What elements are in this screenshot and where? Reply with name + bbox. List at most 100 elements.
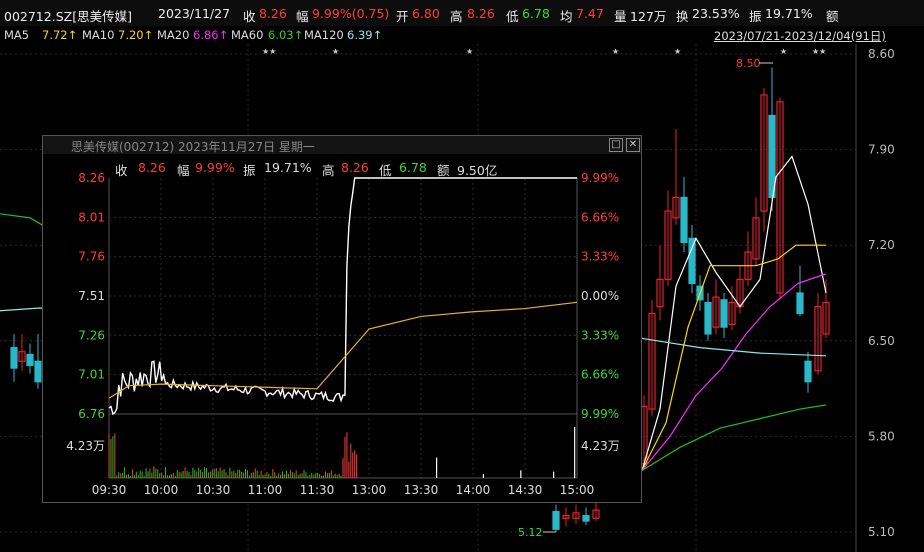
ma5-label: MA5 bbox=[4, 28, 30, 42]
intraday-price-tick: 7.26 bbox=[78, 328, 105, 342]
popup-close-button[interactable]: ✕ bbox=[626, 138, 640, 152]
kline-candle bbox=[672, 196, 680, 219]
event-star[interactable]: ★ bbox=[612, 47, 619, 56]
sum-amt-value: 9.50亿 bbox=[457, 163, 498, 178]
intraday-time-tick: 11:00 bbox=[248, 483, 283, 497]
kline-candle bbox=[822, 301, 830, 335]
sum-close-value: 8.26 bbox=[138, 160, 166, 175]
amt-label: 额 bbox=[826, 9, 839, 24]
event-star[interactable]: ★★ bbox=[262, 47, 276, 56]
low-label: 低 bbox=[506, 9, 519, 24]
avg-label: 均 bbox=[560, 9, 573, 24]
intraday-average-line bbox=[108, 301, 578, 399]
intraday-time-tick: 14:00 bbox=[456, 483, 491, 497]
event-star[interactable]: ★ bbox=[466, 47, 473, 56]
sum-amp-value: 19.71% bbox=[264, 160, 312, 175]
event-star[interactable]: ★★ bbox=[812, 47, 826, 56]
sum-high-label: 高 bbox=[322, 163, 335, 178]
intraday-lines bbox=[108, 177, 578, 416]
kline-candle bbox=[704, 301, 712, 335]
event-star[interactable]: ★ bbox=[332, 47, 339, 56]
intraday-time-tick: 09:30 bbox=[92, 483, 127, 497]
kline-candle bbox=[10, 347, 18, 369]
intraday-time-tick: 11:30 bbox=[300, 483, 335, 497]
intraday-price-tick: 7.51 bbox=[78, 289, 105, 303]
kline-candle bbox=[680, 196, 688, 244]
high-label: 高 bbox=[450, 9, 463, 24]
ma120-line bbox=[0, 307, 827, 357]
intraday-vol-tick-right: 4.23万 bbox=[581, 439, 620, 453]
kline-candle bbox=[814, 306, 822, 372]
turnover-label: 换 bbox=[676, 9, 689, 24]
min-price-marker: 5.12 bbox=[518, 526, 556, 539]
ma-legend-bar: MA5 7.72↑ MA10 7.20↑ MA20 6.86↑ MA60 6.0… bbox=[0, 26, 924, 44]
quote-header: 002712.SZ[思美传媒] 2023/11/27 收 8.26 幅 9.99… bbox=[0, 0, 924, 26]
kline-candle bbox=[752, 217, 760, 260]
intraday-time-tick: 13:00 bbox=[352, 483, 387, 497]
kline-y-tick: 7.20 bbox=[868, 238, 895, 252]
intraday-price-tick: 8.01 bbox=[78, 210, 105, 224]
intraday-price-tick: 7.01 bbox=[78, 368, 105, 382]
sum-change-value: 9.99% bbox=[195, 160, 235, 175]
intraday-time-tick: 10:30 bbox=[196, 483, 231, 497]
kline-y-tick: 8.60 bbox=[868, 47, 895, 61]
kline-grid bbox=[0, 44, 857, 552]
ma5-line bbox=[641, 155, 827, 471]
high-value: 8.26 bbox=[467, 6, 495, 21]
popup-minimize-button[interactable]: □ bbox=[609, 138, 623, 152]
kline-candle bbox=[562, 515, 570, 519]
sum-low-value: 6.78 bbox=[399, 160, 427, 175]
sum-low-label: 低 bbox=[379, 163, 392, 178]
ma60-value: 6.03↑ bbox=[268, 28, 304, 42]
intraday-vol-tick-left: 4.23万 bbox=[66, 439, 105, 453]
sum-amt-label: 额 bbox=[437, 163, 450, 178]
intraday-time-tick: 13:30 bbox=[404, 483, 439, 497]
date-range-link[interactable]: 2023/07/21-2023/12/04(91日) bbox=[714, 29, 886, 43]
kline-candle bbox=[34, 360, 42, 383]
kline-candle bbox=[592, 509, 600, 519]
amp-value: 19.71% bbox=[765, 6, 813, 21]
popup-title-bar[interactable]: 思美传媒(002712) 2023年11月27日 星期一 □ ✕ bbox=[43, 136, 641, 154]
kline-y-tick: 6.50 bbox=[868, 334, 895, 348]
kline-moving-averages bbox=[0, 155, 827, 472]
ma10-line bbox=[641, 244, 826, 471]
sum-high-value: 8.26 bbox=[341, 160, 369, 175]
kline-candle bbox=[720, 299, 728, 328]
ma10-label: MA10 bbox=[82, 28, 115, 42]
kline-candle bbox=[552, 510, 560, 530]
kline-candle bbox=[18, 351, 26, 362]
change-label: 幅 bbox=[296, 9, 309, 24]
intraday-time-tick: 15:00 bbox=[560, 483, 595, 497]
amp-label: 振 bbox=[749, 9, 762, 24]
event-star[interactable]: ★ bbox=[674, 47, 681, 56]
intraday-pct-tick: 3.33% bbox=[581, 250, 619, 264]
quote-date: 2023/11/27 bbox=[158, 6, 231, 21]
close-value: 8.26 bbox=[259, 6, 287, 21]
kline-y-tick: 5.10 bbox=[868, 525, 895, 539]
intraday-pct-tick: 3.33% bbox=[581, 328, 619, 342]
sum-close-label: 收 bbox=[115, 163, 128, 178]
ma20-value: 6.86↑ bbox=[193, 28, 229, 42]
kline-y-tick: 7.90 bbox=[868, 143, 895, 157]
max-price-marker: 8.50 bbox=[736, 57, 773, 70]
vol-value: 127万 bbox=[630, 9, 667, 24]
kline-candle bbox=[26, 353, 34, 366]
intraday-time-tick: 14:30 bbox=[508, 483, 543, 497]
max-price-label: 8.50 bbox=[736, 57, 761, 70]
kline-candle bbox=[648, 312, 656, 410]
kline-candle bbox=[664, 210, 672, 280]
intraday-pct-tick: 0.00% bbox=[581, 289, 619, 303]
intraday-pct-tick: 6.66% bbox=[581, 210, 619, 224]
kline-event-stars: ★★ ★ ★ ★ ★ ★ ★★ bbox=[262, 47, 826, 56]
kline-candle bbox=[582, 515, 590, 522]
intraday-chart[interactable]: 8.26 9.99% 8.01 6.66% 7.76 3.33% 7.51 0.00% 7.26… bbox=[43, 136, 641, 502]
intraday-time-tick: 10:00 bbox=[144, 483, 179, 497]
avg-value: 7.47 bbox=[576, 6, 604, 21]
ma60-line-left bbox=[0, 213, 45, 227]
kline-candle bbox=[572, 512, 580, 519]
intraday-axes: 8.26 9.99% 8.01 6.66% 7.76 3.33% 7.51 0.00% 7.26… bbox=[66, 171, 619, 497]
kline-candle bbox=[776, 101, 784, 294]
event-star[interactable]: ★ bbox=[780, 47, 787, 56]
intraday-price-tick: 8.26 bbox=[78, 171, 105, 185]
intraday-popup[interactable]: 思美传媒(002712) 2023年11月27日 星期一 □ ✕ 收 8.26 … bbox=[42, 135, 642, 503]
